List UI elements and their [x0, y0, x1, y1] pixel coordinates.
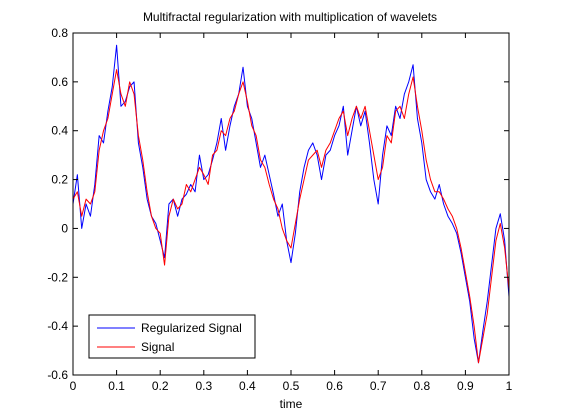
y-tick-label: 0.6: [51, 75, 68, 89]
series-line-regularized-signal: [72, 44, 510, 364]
y-tick-label: -0.4: [47, 319, 68, 333]
x-axis-label: time: [280, 397, 303, 411]
series-line-signal: [72, 69, 510, 364]
y-tick-label: -0.2: [47, 270, 68, 284]
y-tick-label: 0: [61, 221, 68, 235]
x-tick-label: 0.2: [152, 379, 169, 393]
chart-title: Multifractal regularization with multipl…: [143, 10, 437, 24]
y-tick-label: 0.8: [51, 26, 68, 40]
x-tick-label: 0.3: [195, 379, 212, 393]
legend: Regularized Signal Signal: [88, 314, 256, 359]
y-axis-ticks: -0.6 -0.4 -0.2 0 0.2 0.4 0.6 0.8: [47, 26, 509, 382]
x-tick-label: 1: [506, 379, 513, 393]
x-tick-label: 0.4: [239, 379, 256, 393]
x-tick-label: 0.6: [326, 379, 343, 393]
x-axis-ticks: 0 0.1 0.2 0.3 0.4 0.5 0.6 0.7 0.8 0.9 1: [70, 33, 513, 393]
series-layer: [72, 44, 510, 364]
legend-label-regularized: Regularized Signal: [141, 321, 242, 335]
legend-box: [88, 314, 256, 359]
y-tick-label: -0.6: [47, 368, 68, 382]
y-tick-label: 0.2: [51, 173, 68, 187]
x-tick-label: 0.7: [370, 379, 387, 393]
y-tick-label: 0.4: [51, 124, 68, 138]
x-tick-label: 0.5: [283, 379, 300, 393]
x-tick-label: 0.8: [413, 379, 430, 393]
x-tick-label: 0: [70, 379, 77, 393]
x-tick-label: 0.9: [457, 379, 474, 393]
legend-label-signal: Signal: [141, 340, 174, 354]
x-tick-label: 0.1: [108, 379, 125, 393]
